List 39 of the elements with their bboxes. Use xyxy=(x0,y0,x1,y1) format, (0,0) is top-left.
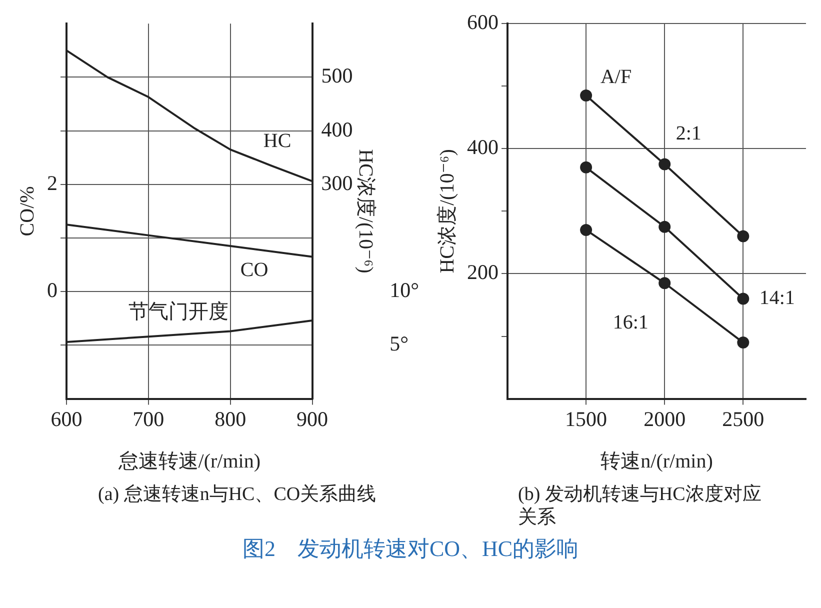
legend-title: A/F xyxy=(600,66,632,88)
y-tick-label: 200 xyxy=(467,260,498,284)
series-label: CO xyxy=(240,259,268,282)
point xyxy=(580,90,592,102)
y2-axis-title: HC浓度/(10⁻⁶) xyxy=(354,149,376,274)
y-tick-label: 0 xyxy=(47,278,58,302)
y-tick-label: 600 xyxy=(467,10,498,34)
point xyxy=(737,292,750,305)
text: 图2 发动机转速对CO、HC的影响 xyxy=(241,534,580,563)
y3-tick-label: 10° xyxy=(390,278,420,302)
x-tick-label: 2500 xyxy=(722,406,764,431)
point xyxy=(658,220,671,233)
point xyxy=(658,158,671,170)
point xyxy=(658,277,671,290)
text: (b) 发动机转速与HC浓度对应关系 xyxy=(517,483,762,530)
y-axis-title: CO/% xyxy=(16,186,38,236)
series-label: HC xyxy=(263,130,292,152)
y2-tick-label: 500 xyxy=(321,64,353,88)
x-tick-label: 1500 xyxy=(565,406,608,431)
y2-tick-label: 300 xyxy=(321,170,353,195)
series-label: 2:1 xyxy=(676,122,702,145)
x-axis-title: 怠速转速/(r/min) xyxy=(117,450,260,472)
y-tick-label: 2 xyxy=(47,170,58,195)
point xyxy=(580,161,592,174)
y-tick-label: 400 xyxy=(467,135,498,160)
point xyxy=(737,230,750,242)
y3-tick-label: 5° xyxy=(390,332,409,356)
series-label: 16:1 xyxy=(612,311,648,334)
text: (a) 怠速转速n与HC、CO关系曲线 xyxy=(97,483,378,507)
point xyxy=(580,224,592,236)
x-tick-label: 2000 xyxy=(644,406,686,431)
x-tick-label: 700 xyxy=(132,406,164,431)
point xyxy=(737,336,750,349)
y2-tick-label: 400 xyxy=(321,117,353,142)
x-axis-title: 转速n/(r/min) xyxy=(600,450,713,472)
y-axis-title: HC浓度/(10⁻⁶) xyxy=(436,149,458,274)
x-tick-label: 800 xyxy=(214,406,246,431)
x-tick-label: 900 xyxy=(296,406,328,431)
series-label: 14:1 xyxy=(759,286,795,309)
